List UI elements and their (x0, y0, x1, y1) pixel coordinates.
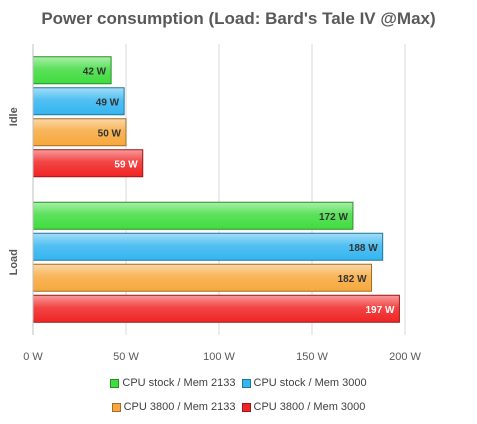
bar (32, 232, 384, 261)
legend-item: CPU stock / Mem 3000 (241, 377, 367, 389)
x-tick-label: 100 W (203, 351, 235, 363)
x-tick-label: 200 W (389, 351, 421, 363)
bar (32, 201, 354, 230)
bar (32, 118, 127, 147)
legend-label: CPU 3800 / Mem 2133 (123, 401, 236, 413)
x-tick-label: 0 W (23, 351, 43, 363)
legend-swatch-1 (241, 378, 251, 388)
bar (32, 56, 112, 85)
legend-label: CPU 3800 / Mem 3000 (253, 401, 366, 413)
legend-item: CPU 3800 / Mem 2133 (111, 401, 236, 413)
chart-title: Power consumption (Load: Bard's Tale IV … (41, 9, 436, 28)
legend-item: CPU stock / Mem 2133 (110, 377, 236, 389)
bar (32, 87, 125, 116)
data-label: 188 W (349, 243, 378, 254)
data-label: 50 W (98, 128, 122, 139)
bar (32, 263, 373, 292)
category-label: Idle (8, 107, 20, 126)
data-label: 49 W (96, 97, 120, 108)
bar (32, 294, 400, 323)
legend-row-2: CPU 3800 / Mem 2133 CPU 3800 / Mem 3000 (0, 401, 477, 413)
data-label: 197 W (366, 305, 395, 316)
data-label: 59 W (114, 159, 138, 170)
legend-swatch-0 (110, 378, 120, 388)
legend-item: CPU 3800 / Mem 3000 (241, 401, 366, 413)
legend-label: CPU stock / Mem 2133 (122, 377, 236, 389)
data-label: 172 W (319, 212, 348, 223)
bars: 42 W 49 W 50 W 59 W 172 W 188 W 182 W 197 W (32, 56, 400, 323)
legend-label: CPU stock / Mem 3000 (253, 377, 367, 389)
x-tick-label: 50 W (113, 351, 139, 363)
axes: 0 W 50 W 100 W 150 W 200 W Idle Load (8, 44, 422, 363)
data-label: 42 W (83, 66, 107, 77)
category-label: Load (8, 249, 20, 275)
data-label: 182 W (338, 274, 367, 285)
legend-swatch-3 (241, 402, 251, 412)
legend-swatch-2 (111, 402, 121, 412)
legend-row-1: CPU stock / Mem 2133 CPU stock / Mem 300… (0, 377, 477, 389)
x-tick-label: 150 W (296, 351, 328, 363)
